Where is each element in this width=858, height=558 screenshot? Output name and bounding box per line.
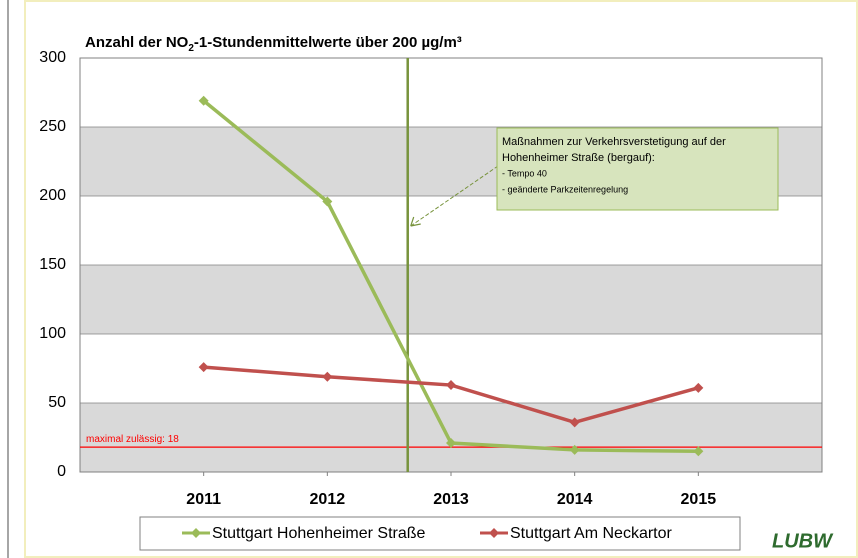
legend-label: Stuttgart Hohenheimer Straße <box>212 525 426 542</box>
marker <box>198 95 209 106</box>
marker <box>446 438 456 449</box>
y-tick-label: 200 <box>39 187 66 204</box>
x-tick-label: 2014 <box>557 491 593 508</box>
legend-marker <box>489 528 499 538</box>
marker <box>569 444 580 455</box>
logo: LUBW <box>772 530 834 552</box>
x-tick-label: 2013 <box>433 491 469 508</box>
title-part: Anzahl der NO <box>85 34 189 51</box>
title-subscript: 2 <box>188 43 194 54</box>
y-tick-label: 250 <box>39 118 66 135</box>
grid-band <box>80 265 822 334</box>
marker <box>322 371 333 382</box>
marker <box>446 380 456 391</box>
arrow-head <box>410 216 421 227</box>
x-tick-label: 2012 <box>310 491 346 508</box>
marker <box>569 417 580 428</box>
y-tick-label: 100 <box>39 325 66 342</box>
x-tick-label: 2015 <box>681 491 717 508</box>
limit-label: maximal zulässig: 18 <box>86 434 179 445</box>
y-tick-label: 150 <box>39 256 66 273</box>
grid-band <box>80 403 822 472</box>
y-tick-label: 0 <box>57 463 66 480</box>
marker <box>693 382 704 393</box>
annotation-text: - Tempo 40 <box>502 168 547 178</box>
legend-marker <box>191 528 201 538</box>
annotation-text: - geänderte Parkzeitenregelung <box>502 184 628 194</box>
y-tick-label: 300 <box>39 49 66 66</box>
title-part: -1-Stundenmittelwerte über 200 µg/m³ <box>194 34 462 51</box>
y-tick-label: 50 <box>48 394 66 411</box>
marker <box>322 196 333 207</box>
legend-label: Stuttgart Am Neckartor <box>510 525 673 542</box>
annotation-box <box>496 127 779 211</box>
chart-title: Anzahl der NO2-1-Stundenmittelwerte über… <box>85 34 462 54</box>
annotation-text: Hohenheimer Straße (bergauf): <box>502 152 655 164</box>
legend-box <box>139 516 741 551</box>
annotation-text: Maßnahmen zur Verkehrsverstetigung auf d… <box>502 136 726 148</box>
marker <box>693 446 704 457</box>
x-tick-label: 2011 <box>186 491 221 508</box>
marker <box>198 362 209 373</box>
